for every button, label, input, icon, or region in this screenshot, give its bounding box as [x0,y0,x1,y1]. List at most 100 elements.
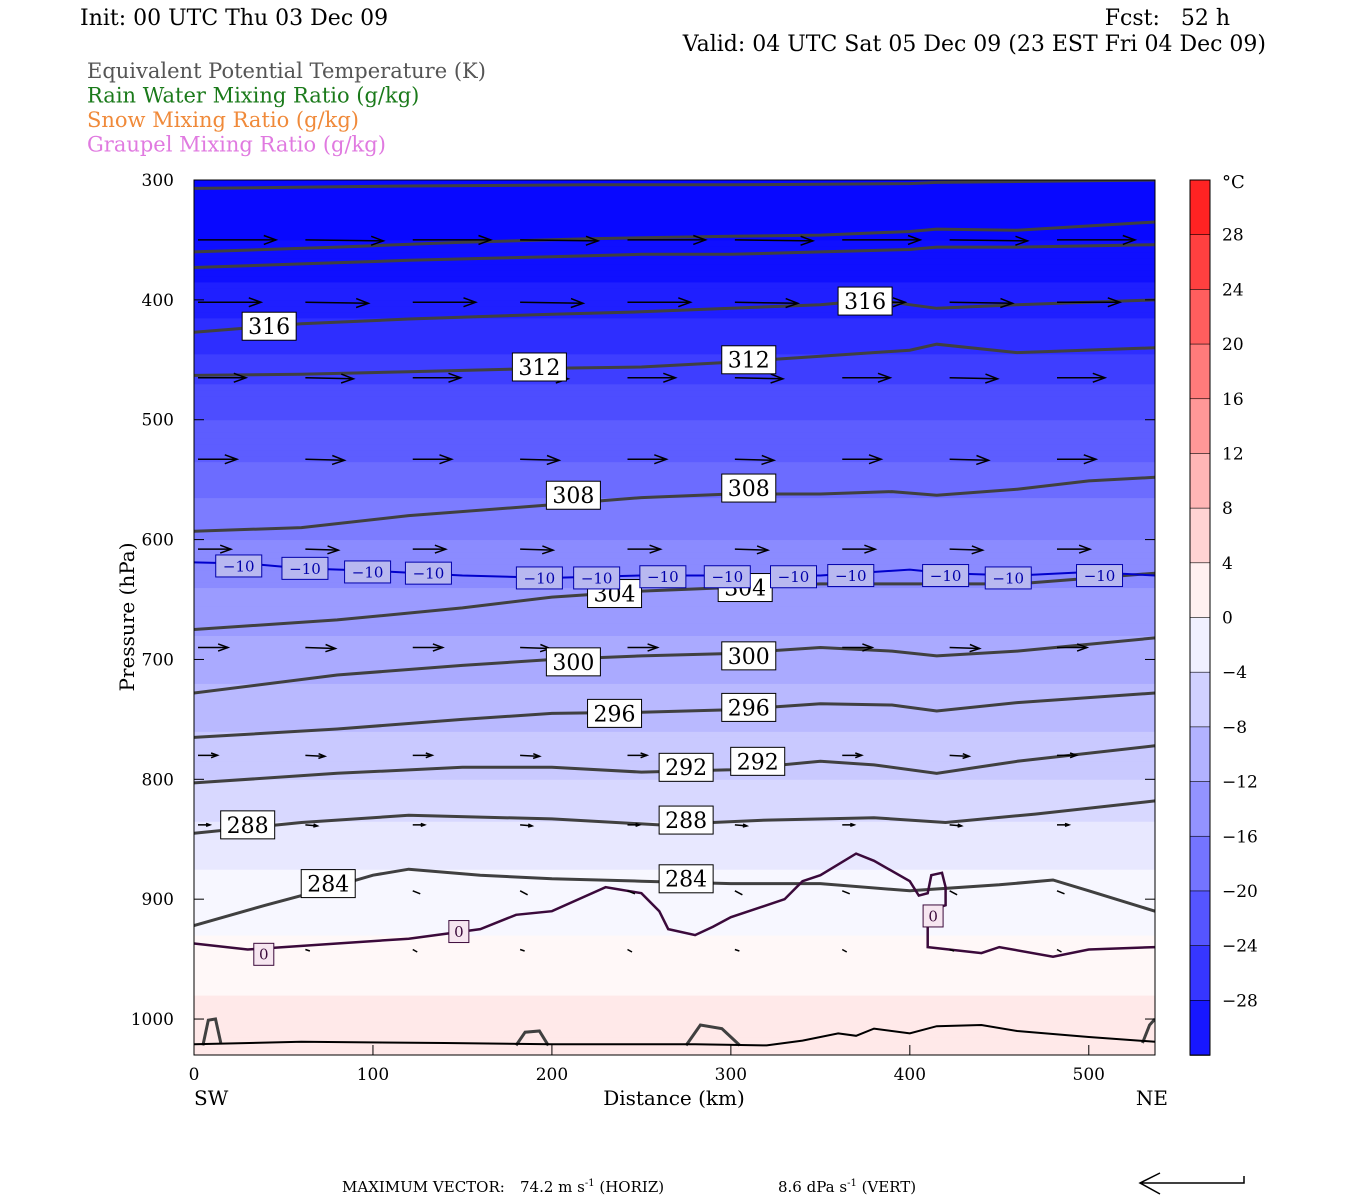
wind-vector [842,544,878,554]
shading-band [194,443,1155,451]
shading-band [194,449,1155,457]
vert-tail: (VERT) [857,1178,916,1196]
wind-vector [734,890,743,896]
wind-vector [198,297,264,308]
shading-band [194,317,1155,325]
colorbar-tick-label: −28 [1222,991,1258,1011]
wind-vector-shaft [520,548,554,551]
theta-e-label: 292 [737,750,779,775]
shading-band [194,209,1155,217]
isotherm-minus10-label: −10 [289,560,321,578]
isotherm-minus10-label-box [984,566,1032,590]
theta-e-contour-328 [194,180,1155,190]
wind-vector-shaft [520,646,551,650]
wind-vector [1056,822,1072,828]
wind-vector-shaft [1056,948,1062,953]
wind-vector-head [541,545,556,555]
shading-band [194,778,1155,786]
wind-vector-shaft [734,948,740,952]
wind-vector [734,373,786,384]
theta-e-label-box [730,746,786,776]
colorbar-tick-label: 24 [1222,280,1244,300]
shading-band [194,527,1155,535]
freezing-level-label: 0 [928,907,938,925]
y-tick-label: 800 [142,770,174,790]
wind-vector-head [327,545,341,555]
y-tick-label: 900 [142,890,174,910]
wind-vector-head [868,454,884,465]
theta-e-label-box [545,480,601,510]
shading-band [194,892,1155,900]
surface-line [194,1023,1155,1047]
isotherm-minus10-label: −10 [647,568,679,586]
wind-vector-shaft [949,646,980,650]
shading-band [194,239,1155,247]
y-axis-title: Pressure (hPa) [115,543,139,692]
wind-vector [305,643,338,653]
colorbar-bin [1189,398,1211,455]
wind-vector-head [962,753,972,760]
isotherm-minus10-label: −10 [930,567,962,585]
wind-vector [1056,948,1062,953]
horiz-value: 74.2 m s [520,1178,585,1196]
wind-vector [198,822,213,828]
wind-vector-head [233,372,249,383]
wind-vector-shaft [734,301,798,305]
wind-vector-head [313,823,320,828]
init-time: Init: 00 UTC Thu 03 Dec 09 [80,6,388,31]
wind-vector-head [425,752,435,759]
wind-vector-head [957,823,964,828]
wind-vector-head [864,544,878,554]
wind-vector-shaft [734,239,813,242]
y-tick-label: 300 [142,171,174,191]
shading-band [194,856,1155,864]
shading-band [194,335,1155,343]
shading-band [194,1018,1155,1026]
forecast-hour: Fcst: 52 h [1105,6,1230,31]
shading-band [194,700,1155,708]
theta-e-label-box [545,647,601,677]
shading-band [194,676,1155,684]
wind-vector-head [785,297,801,309]
shading-band [194,958,1155,966]
wind-vector [627,544,663,554]
shading-band [194,796,1155,804]
shading-band [194,359,1155,367]
shading-band [194,646,1155,654]
isotherm-minus10-label: −10 [711,568,743,586]
shading-band [194,515,1155,523]
wind-vector-head [331,454,347,466]
colorbar-tick-label: −16 [1222,827,1258,847]
colorbar-bin [1189,507,1211,564]
wind-vector-head [439,454,454,465]
colorbar-bin [1189,617,1211,673]
wind-vector-head [640,752,650,759]
wind-vector-shaft [949,377,998,380]
wind-vector [520,297,586,309]
wind-vector [627,643,660,652]
theta-e-label: 296 [728,696,770,721]
colorbar-tick-label: 16 [1222,390,1244,410]
wind-vector-head [761,454,777,466]
wind-vector-shaft [305,754,325,758]
isotherm-minus10-label: −10 [223,557,255,575]
theta-e-label: 316 [844,290,886,315]
colorbar-tick-label: 8 [1222,499,1233,519]
freezing-level-label-box [448,920,470,944]
horiz-tail: (HORIZ) [595,1178,665,1196]
wind-vector [627,297,693,308]
wind-vector [412,454,454,465]
wind-vector-head [756,545,771,555]
colorbar-unit: °C [1222,172,1245,193]
shading-band [194,952,1155,960]
low-level-contour [201,1017,223,1046]
shading-band [194,383,1155,391]
shading-band [194,377,1155,385]
freezing-level-label: 0 [259,946,269,964]
wind-vector [198,544,234,554]
x-tick-label: 300 [715,1065,747,1085]
wind-vector [412,752,435,759]
freezing-level-label: 0 [454,923,464,941]
wind-vector-head [892,297,908,308]
shading-band [194,928,1155,936]
